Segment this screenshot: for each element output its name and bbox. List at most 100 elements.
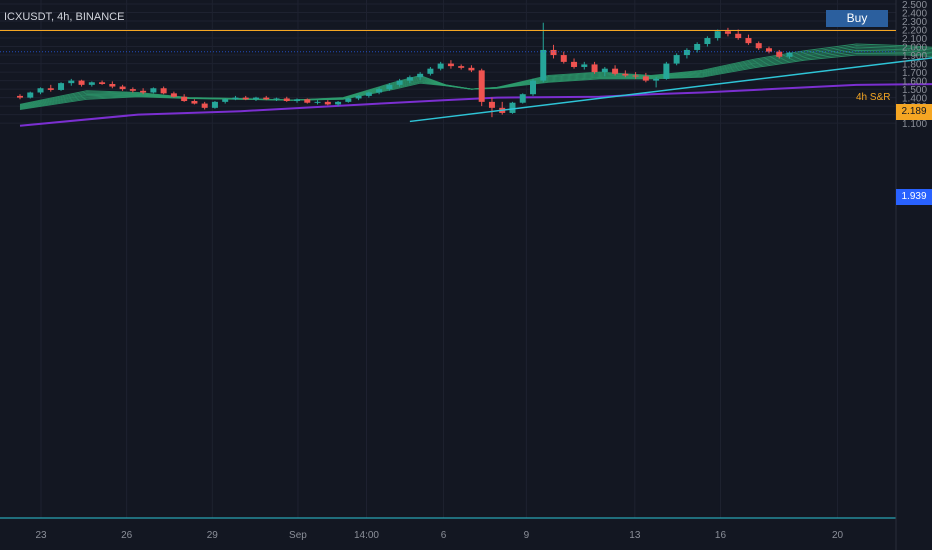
candle-body [724,31,731,34]
candle-body [263,97,270,100]
candle-body [396,80,403,85]
candle-body [222,99,229,102]
candle-body [673,55,680,64]
candle-body [273,98,280,100]
candle-body [735,33,742,39]
candle-body [47,88,54,90]
vertical-gridlines [40,0,839,518]
y-tick-label: 1.900 [902,51,927,62]
ema-ribbon [19,43,932,111]
candle-body [201,103,208,108]
candle-body [509,102,516,113]
candle-body [170,93,177,97]
x-tick-label: 6 [441,530,447,541]
candle-body [632,75,639,77]
candle-body [129,89,136,91]
x-tick-label: 9 [524,530,530,541]
x-tick-label: 20 [832,530,844,541]
candle-body [232,97,239,100]
candle-body [119,86,126,90]
ma-200-path [19,83,932,127]
candle-body [694,43,701,50]
y-tick-label: 1.100 [902,119,927,130]
candle-body [427,68,434,74]
candle-body [376,89,383,93]
x-tick-label: 29 [207,530,219,541]
candle-body [612,68,619,74]
candle-body [324,101,331,105]
x-tick-label: 13 [629,530,641,541]
candle-body [314,101,321,103]
candle-body [560,55,567,62]
candle-body [345,98,352,102]
candle-body [745,38,752,44]
candle-body [386,84,393,90]
candle-body [78,80,85,85]
candle-body [530,80,536,95]
candle-body [17,95,23,98]
candle-body [581,64,588,67]
candle-body [591,64,598,73]
y-tick-label: 1.700 [902,68,927,79]
ma-200-line [19,83,932,127]
candle-body [601,68,608,73]
candle-body [571,61,578,67]
candle-body [776,51,783,57]
candle-body [88,82,95,85]
x-tick-label: 14:00 [354,530,379,541]
candle-body [58,83,65,90]
candle-body [663,63,670,79]
candle-body [160,88,167,94]
candle-body [242,97,249,100]
candle-body [283,98,290,102]
candle-body [704,38,711,44]
y-tick-label: 2.100 [902,34,927,45]
candle-body [37,88,44,93]
candle-body [447,63,454,67]
candle-body [786,52,793,57]
y-tick-label: 2.300 [902,17,927,28]
candle-body [488,101,495,108]
candle-body [540,49,547,81]
candle-body [68,80,75,84]
candle-body [304,99,311,103]
y-tick-label: 1.800 [902,60,927,71]
candle-body [27,92,34,98]
candle-body [755,43,762,49]
trendline [409,57,932,123]
drawn-lines [0,29,932,123]
candle-body [714,31,721,39]
y-tick-label: 2.000 [902,43,927,54]
candle-body [109,83,116,87]
sr-price-tag: 2.189 [896,104,932,120]
candle-body [468,67,475,71]
y-tick-label: 1.400 [902,94,927,105]
candle-body [765,48,772,52]
candle-body [622,73,629,76]
buy-button[interactable]: Buy [826,10,888,27]
candle-body [335,101,342,105]
x-tick-label: 23 [35,530,47,541]
candle-body [550,49,557,56]
y-tick-label: 1.600 [902,77,927,88]
ema-ribbon-line [19,54,932,111]
candle-body [211,101,218,108]
candle-body [653,78,660,81]
candle-body [406,77,413,81]
candle-body [99,82,106,84]
candle-body [458,66,465,68]
candle-body [150,88,157,93]
candle-body [683,49,690,56]
candle-body [252,97,259,100]
symbol-title: ICXUSDT, 4h, BINANCE [4,11,125,23]
y-tick-label: 2.400 [902,9,927,20]
candle-body [365,92,372,96]
candle-body [642,76,649,81]
time-axis-labels: 23 26 29 Sep 14:00 6 9 13 16 20 [35,530,843,541]
candle-body [294,99,301,102]
x-tick-label: Sep [289,530,307,541]
candle-body [417,73,424,78]
x-tick-label: 16 [715,530,727,541]
y-tick-label: 2.200 [902,26,927,37]
